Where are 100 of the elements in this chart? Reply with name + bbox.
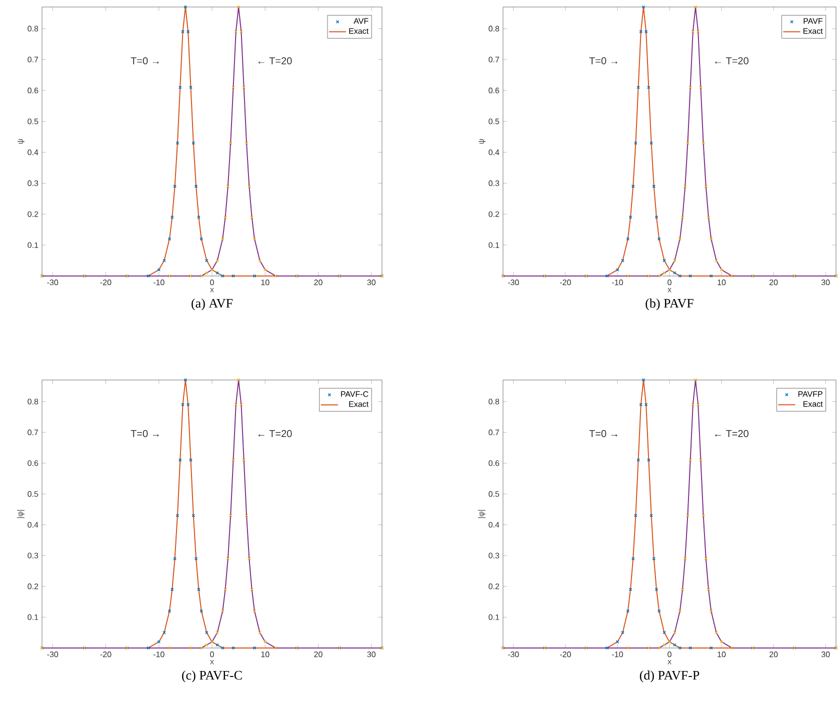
x-tick-label: 20 [770, 280, 778, 286]
y-tick-label: 0.8 [488, 26, 500, 32]
point [694, 5, 698, 9]
point [236, 5, 240, 9]
point [242, 86, 246, 90]
y-tick-label: 0.5 [28, 491, 38, 497]
y-axis-title: |φ| [478, 510, 486, 518]
point [678, 237, 682, 241]
y-tick-label: 0.2 [28, 584, 38, 590]
point [236, 378, 240, 382]
x-tick-label: 0 [210, 280, 214, 286]
y-tick-label: 0.6 [28, 460, 38, 466]
point [694, 378, 698, 382]
y-tick-label: 0.3 [488, 180, 500, 186]
x-tick-label: 30 [821, 652, 830, 658]
legend-label: Exact [803, 401, 823, 407]
x-tick-label: 30 [367, 652, 376, 658]
point [192, 141, 196, 145]
y-tick-label: 0.7 [488, 56, 500, 62]
legend-label: AVF [354, 18, 368, 24]
y-tick-label: 0.4 [488, 149, 500, 156]
point [730, 646, 734, 650]
point [168, 646, 172, 650]
point [200, 237, 204, 241]
y-tick-label: 0.6 [28, 88, 38, 94]
point [626, 237, 630, 241]
point [184, 5, 188, 9]
point [178, 458, 182, 462]
point [654, 588, 658, 592]
x-tick-label: 20 [314, 652, 322, 658]
point [184, 378, 188, 382]
point [176, 141, 180, 145]
y-tick-label: 0.5 [28, 118, 38, 124]
x-tick-label: -20 [100, 652, 112, 658]
y-axis-title: ψ [18, 139, 24, 144]
x-tick-label: 20 [770, 652, 778, 658]
y-tick-label: 0.2 [28, 211, 38, 217]
point [252, 646, 256, 650]
point [168, 274, 172, 278]
point [642, 5, 646, 9]
y-tick-label: 0.7 [28, 430, 38, 436]
annotation: T=0 → [589, 430, 618, 438]
y-tick-label: 0.5 [488, 491, 500, 497]
x-tick-label: -30 [508, 652, 519, 658]
y-tick-label: 0.1 [28, 614, 38, 620]
point [605, 274, 609, 278]
x-tick-label: -20 [560, 280, 571, 286]
legend-label: Exact [803, 28, 823, 34]
x-tick-label: -30 [47, 652, 58, 658]
point [244, 141, 248, 145]
x-tick-label: 20 [314, 280, 322, 286]
point [157, 640, 161, 644]
y-tick-label: 0.2 [488, 211, 500, 217]
point [244, 514, 248, 518]
x-tick-label: 10 [261, 280, 270, 286]
point [178, 86, 182, 90]
x-tick-label: -10 [153, 652, 164, 658]
point [628, 588, 632, 592]
point [168, 609, 172, 613]
point [176, 514, 180, 518]
y-tick-label: 0.5 [488, 118, 500, 124]
legend-label: Exact [349, 401, 369, 407]
point [709, 237, 713, 241]
y-tick-label: 0.8 [488, 398, 500, 404]
x-tick-label: 30 [821, 280, 830, 286]
x-tick-label: 10 [718, 652, 726, 658]
annotation: T=0 → [130, 430, 159, 438]
point [730, 274, 734, 278]
annotation: ← T=20 [258, 430, 292, 438]
y-tick-label: 0.7 [28, 56, 38, 62]
x-axis-title: x [210, 288, 214, 292]
point [657, 237, 661, 241]
y-tick-label: 0.8 [28, 26, 38, 32]
point [248, 184, 251, 188]
point [197, 216, 200, 219]
annotation: T=0 → [130, 57, 159, 64]
point [252, 609, 256, 613]
x-tick-label: -30 [47, 280, 58, 286]
point [605, 646, 609, 650]
y-axis-title: ψ [478, 139, 486, 144]
y-tick-label: 0.2 [488, 584, 500, 590]
point [220, 237, 224, 241]
x-tick-label: 0 [210, 652, 214, 658]
x-tick-label: -10 [612, 652, 623, 658]
point [224, 216, 227, 219]
x-axis-title: x [668, 288, 672, 292]
text: (d) PAVF-P [640, 670, 700, 682]
y-axis-title: |φ| [16, 510, 24, 518]
x-tick-label: 0 [668, 280, 672, 286]
y-tick-label: 0.3 [28, 180, 38, 186]
y-tick-label: 0.1 [488, 242, 500, 248]
x-tick-label: -20 [560, 652, 571, 658]
legend-label: Exact [349, 28, 369, 34]
x-tick-label: 10 [718, 280, 726, 286]
x-tick-label: 30 [367, 280, 376, 286]
x-tick-label: 10 [261, 652, 270, 658]
legend-label: PAVFP [798, 391, 822, 397]
point [652, 556, 656, 560]
point [683, 556, 687, 560]
x-tick-label: -10 [612, 280, 623, 286]
